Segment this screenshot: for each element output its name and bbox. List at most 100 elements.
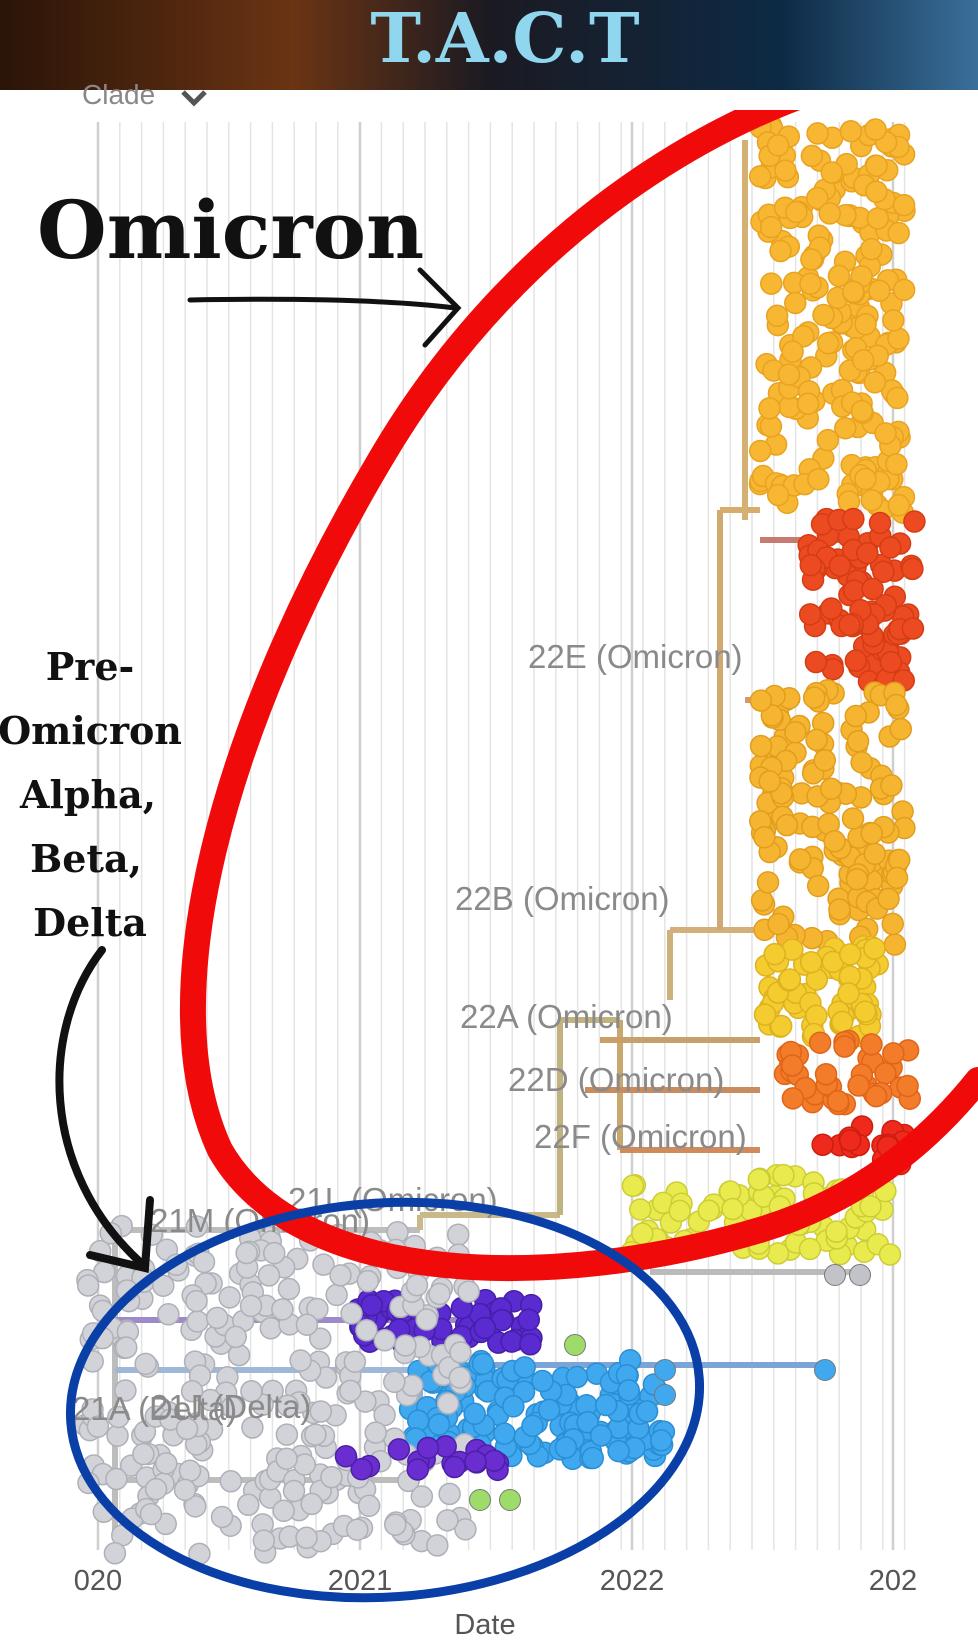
tip xyxy=(210,1505,234,1529)
tip xyxy=(842,507,865,531)
tip xyxy=(355,1319,378,1342)
header-bar xyxy=(0,0,978,90)
tip xyxy=(334,1445,358,1468)
tip xyxy=(882,1042,905,1065)
tip xyxy=(449,1341,472,1364)
tip xyxy=(816,428,840,452)
dropdown-chevron[interactable] xyxy=(181,90,207,107)
highlight-ellipse xyxy=(179,45,978,1282)
tip xyxy=(157,1303,180,1326)
tip xyxy=(826,1089,850,1113)
tip xyxy=(827,264,851,288)
tip xyxy=(882,309,905,332)
tip xyxy=(806,122,829,145)
tip xyxy=(106,1424,129,1447)
tip xyxy=(769,239,792,263)
tip xyxy=(576,1410,599,1434)
tip xyxy=(886,386,909,410)
tip xyxy=(807,467,830,491)
tip xyxy=(184,1495,207,1518)
tip xyxy=(350,1457,373,1481)
tip xyxy=(839,119,863,143)
tip xyxy=(878,1243,902,1266)
tip xyxy=(240,1379,263,1403)
tip xyxy=(178,1459,202,1483)
tip xyxy=(617,1379,640,1402)
tip xyxy=(295,1313,319,1336)
tip xyxy=(227,1343,251,1367)
tip xyxy=(865,154,888,178)
tip xyxy=(868,511,892,535)
tip xyxy=(830,1010,854,1034)
tip xyxy=(219,1470,243,1493)
tip xyxy=(800,248,823,271)
tip xyxy=(607,1439,630,1463)
tip xyxy=(134,1352,157,1376)
tip xyxy=(329,1264,352,1287)
tip xyxy=(828,898,851,921)
tip xyxy=(877,887,900,911)
tip xyxy=(866,207,890,230)
tip xyxy=(838,1129,862,1152)
tip xyxy=(880,774,903,797)
tip xyxy=(499,1489,521,1511)
tip xyxy=(792,325,815,348)
tip xyxy=(493,1422,516,1445)
tip xyxy=(824,1264,846,1286)
tip xyxy=(513,1356,536,1379)
tip xyxy=(275,1447,298,1470)
tip xyxy=(802,686,826,709)
tip xyxy=(845,867,869,891)
tip xyxy=(448,1366,472,1389)
tip xyxy=(766,134,790,157)
tip xyxy=(300,1492,323,1516)
tip xyxy=(312,1253,335,1276)
tip xyxy=(631,1222,654,1245)
dropdown-bg xyxy=(0,90,978,110)
tip xyxy=(564,1334,586,1356)
tip xyxy=(173,1478,197,1502)
annotation: Pre- xyxy=(46,644,135,689)
tip xyxy=(103,1542,127,1565)
tip xyxy=(844,704,868,728)
tip xyxy=(581,1446,604,1470)
tip xyxy=(241,1416,264,1439)
tip xyxy=(846,729,870,753)
tip xyxy=(823,830,846,853)
tip xyxy=(502,1395,525,1418)
tip xyxy=(383,1370,406,1394)
tip xyxy=(820,161,843,184)
tip xyxy=(874,1062,897,1085)
tip xyxy=(405,1273,429,1297)
x-tick-label: 2021 xyxy=(328,1565,393,1597)
tip xyxy=(860,488,883,512)
tip xyxy=(804,650,828,674)
tip xyxy=(889,717,913,741)
tip xyxy=(775,813,799,837)
tip xyxy=(464,1450,487,1473)
tip xyxy=(469,1489,491,1511)
tip xyxy=(565,1365,589,1389)
tip xyxy=(406,1458,430,1481)
tip xyxy=(471,1352,495,1376)
tip xyxy=(863,371,887,394)
tip xyxy=(799,951,823,974)
dropdown-label[interactable]: Clade xyxy=(82,79,155,110)
tip xyxy=(838,943,862,966)
tip xyxy=(325,1283,348,1307)
tip xyxy=(814,1062,838,1086)
tip xyxy=(834,416,857,440)
clade-label: 22F (Omicron) xyxy=(534,1118,747,1155)
clade-label: 22E (Omicron) xyxy=(528,638,743,675)
annotation: Alpha, xyxy=(19,772,156,817)
tip xyxy=(426,1534,449,1557)
tip xyxy=(842,579,866,602)
arrow xyxy=(55,946,154,1273)
tip xyxy=(753,1003,777,1026)
tip xyxy=(345,1518,369,1541)
tip xyxy=(235,1241,258,1265)
tip xyxy=(252,1529,276,1552)
tip xyxy=(861,577,884,601)
tip xyxy=(360,1293,384,1317)
tip xyxy=(373,1403,396,1427)
